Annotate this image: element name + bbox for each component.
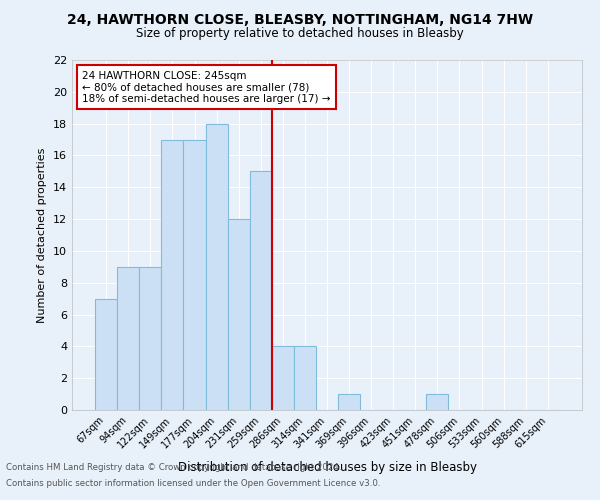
Bar [139, 267, 161, 410]
Bar [338, 394, 360, 410]
Text: Contains public sector information licensed under the Open Government Licence v3: Contains public sector information licen… [6, 478, 380, 488]
Bar [95, 298, 117, 410]
Text: 24, HAWTHORN CLOSE, BLEASBY, NOTTINGHAM, NG14 7HW: 24, HAWTHORN CLOSE, BLEASBY, NOTTINGHAM,… [67, 12, 533, 26]
Bar [184, 140, 206, 410]
Text: Size of property relative to detached houses in Bleasby: Size of property relative to detached ho… [136, 28, 464, 40]
Bar [250, 172, 272, 410]
Bar [227, 219, 250, 410]
Bar [117, 267, 139, 410]
Bar [427, 394, 448, 410]
Bar [272, 346, 294, 410]
Text: Contains HM Land Registry data © Crown copyright and database right 2024.: Contains HM Land Registry data © Crown c… [6, 464, 341, 472]
Bar [294, 346, 316, 410]
Bar [206, 124, 227, 410]
Bar [161, 140, 184, 410]
Text: 24 HAWTHORN CLOSE: 245sqm
← 80% of detached houses are smaller (78)
18% of semi-: 24 HAWTHORN CLOSE: 245sqm ← 80% of detac… [82, 70, 331, 104]
X-axis label: Distribution of detached houses by size in Bleasby: Distribution of detached houses by size … [178, 461, 476, 474]
Y-axis label: Number of detached properties: Number of detached properties [37, 148, 47, 322]
